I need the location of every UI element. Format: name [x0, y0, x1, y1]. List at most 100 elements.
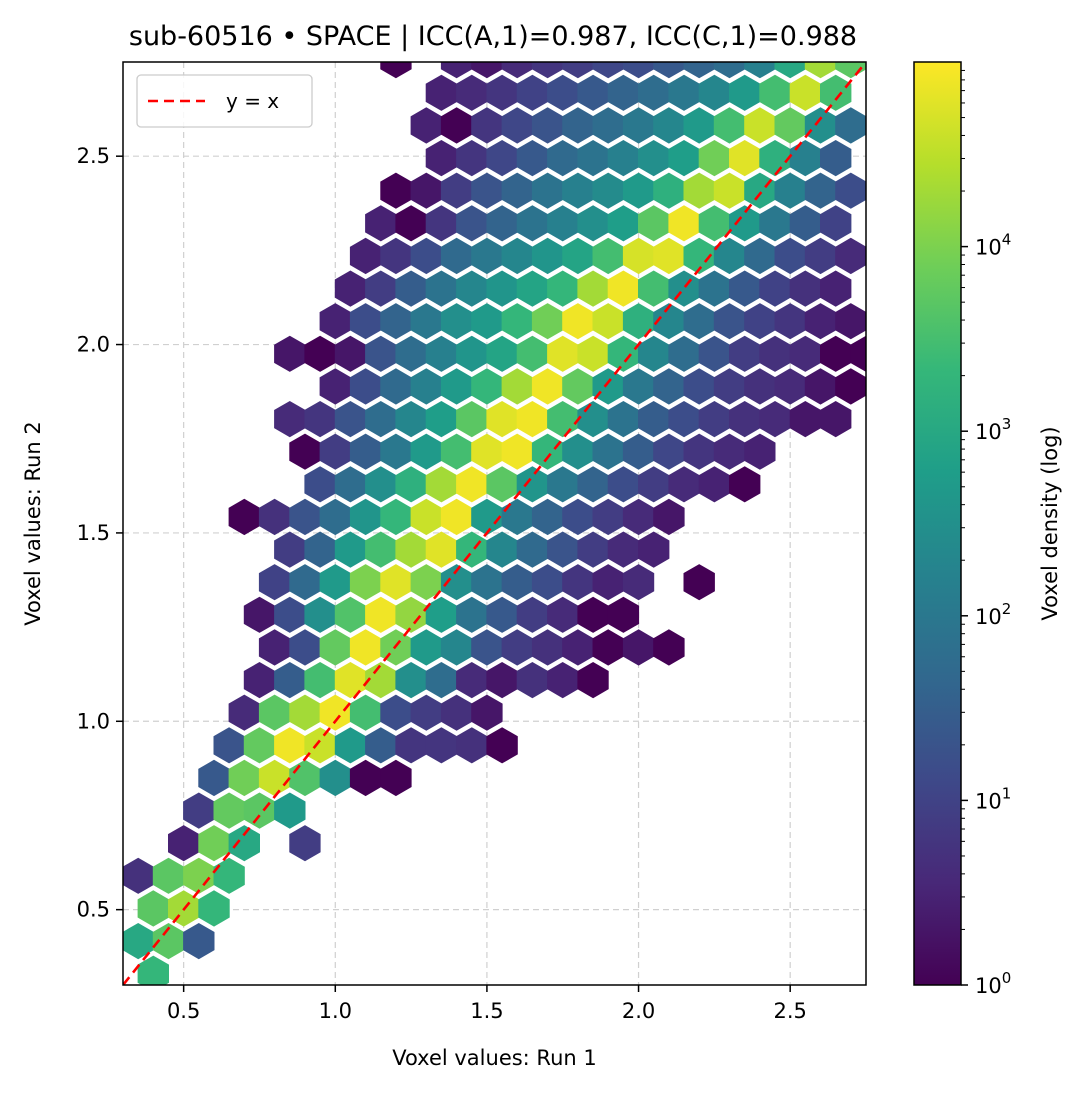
hexbin-cell: [501, 564, 533, 601]
hexbin-cell: [547, 74, 579, 111]
hexbin-cell: [411, 0, 442, 13]
hexbin-cell: [501, 433, 533, 470]
hexbin-cell: [380, 564, 412, 601]
hexbin-cell: [471, 303, 503, 340]
hexbin-cell: [744, 0, 775, 13]
hexbin-cell: [183, 857, 215, 894]
hexbin-cell: [486, 270, 518, 307]
hexbin-cell: [501, 629, 533, 666]
hexbin-cell: [319, 564, 351, 601]
hexbin-cell: [380, 172, 412, 209]
hexbin-cell: [425, 727, 458, 764]
colorbar-tick-exponent: 4: [1002, 231, 1012, 249]
hexbin-cell: [577, 596, 609, 633]
colorbar-tick-label: 104: [975, 231, 1011, 260]
hexbin-cell: [183, 923, 215, 960]
hexbin-cell: [820, 74, 852, 111]
hexbin-cell: [774, 107, 806, 144]
y-tick-label: 1.5: [77, 521, 110, 545]
hexbin-cell: [789, 74, 821, 111]
hexbin-cell: [577, 401, 609, 438]
hexbin-cell: [638, 205, 670, 242]
hexbin-cell: [456, 531, 488, 568]
x-axis-label: Voxel values: Run 1: [392, 1046, 597, 1070]
hexbin-cell: [486, 727, 518, 764]
x-tick-label: 1.5: [470, 999, 503, 1023]
hexbin-cell: [835, 368, 866, 405]
hexbin-cell: [471, 368, 503, 405]
hexbin-cell: [668, 466, 700, 503]
hexbin-cell: [653, 629, 685, 666]
hexbin-cell: [775, 0, 806, 13]
hexbin-cell: [395, 596, 427, 633]
hexbin-cell: [152, 923, 185, 960]
hexbin-cell: [562, 303, 594, 340]
hexbin-cell: [274, 792, 306, 829]
hexbin-cell: [304, 662, 336, 699]
hexbin-cell: [774, 368, 806, 405]
hexbin-cell: [440, 694, 473, 731]
hexbin-cell: [471, 694, 503, 731]
hexbin-cell: [713, 172, 746, 209]
legend: y = x: [136, 74, 313, 128]
hexbin-cell: [425, 335, 458, 372]
hexbin-cell: [729, 205, 761, 242]
hexbin-cell: [547, 140, 579, 177]
hexbin-cell: [258, 498, 291, 536]
hexbin-cell: [471, 0, 502, 13]
hexbin-cell: [577, 335, 609, 372]
hexbin-cell: [471, 62, 503, 79]
hexbin-cell: [334, 270, 367, 307]
hexbin-cell: [137, 955, 169, 985]
hexbin-cell: [395, 727, 427, 764]
hexbin-cell: [380, 433, 412, 470]
hexbin-cell: [638, 335, 670, 372]
hexbin-cell: [425, 401, 458, 438]
hexbin-cell: [592, 564, 624, 601]
hexbin-cell: [198, 890, 230, 927]
hexbin-cell: [683, 303, 715, 340]
hexbin-cell: [486, 531, 518, 568]
reference-line-y-equals-x: [123, 62, 866, 985]
hexbin-cell: [380, 694, 412, 731]
hexbin-cell: [258, 564, 291, 601]
hexbin-cell: [471, 172, 503, 209]
hexbin-cell: [516, 401, 549, 438]
hexbin-cell: [562, 0, 593, 13]
hexbin-cell: [289, 498, 321, 536]
hexbin-cell: [395, 531, 427, 568]
hexbin-cell: [684, 0, 715, 13]
hexbin-cell: [622, 237, 655, 275]
hexbin-cell: [258, 629, 291, 666]
hexbin-cell: [698, 205, 731, 242]
hexbin-cell: [486, 401, 518, 438]
hexbin-cell: [304, 531, 336, 568]
hexbin-cell: [668, 140, 700, 177]
hexbin-cell: [562, 172, 594, 209]
hexbin-cell: [395, 401, 427, 438]
hexbin-cell: [213, 727, 245, 764]
hexbin-cell: [486, 335, 518, 372]
hexbin-cell: [653, 433, 685, 470]
hexbin-cell: [820, 270, 852, 307]
hexbin-cell: [349, 694, 382, 731]
hexbin-cell: [501, 303, 533, 340]
colorbar-tick-label: 100: [975, 969, 1011, 998]
hexbin-cell: [258, 694, 291, 731]
hexbin-cell: [471, 107, 503, 144]
chart-title: sub-60516 • SPACE | ICC(A,1)=0.987, ICC(…: [129, 21, 857, 52]
hexbin-cell: [638, 531, 670, 568]
hexbin-cell: [274, 531, 306, 568]
hexbin-cell: [653, 237, 685, 275]
hexbin-cell: [456, 662, 488, 699]
hexbin-cell: [440, 303, 473, 340]
hexbin-cell: [440, 172, 473, 209]
hexbin-cell: [410, 172, 442, 209]
hexbin-cell: [410, 303, 442, 340]
hexbin-cell: [531, 107, 564, 144]
hexbin-cell: [653, 368, 685, 405]
hexbin-cell: [168, 825, 200, 862]
hexbin-cell: [274, 596, 306, 633]
hexbin-cell: [243, 596, 276, 633]
